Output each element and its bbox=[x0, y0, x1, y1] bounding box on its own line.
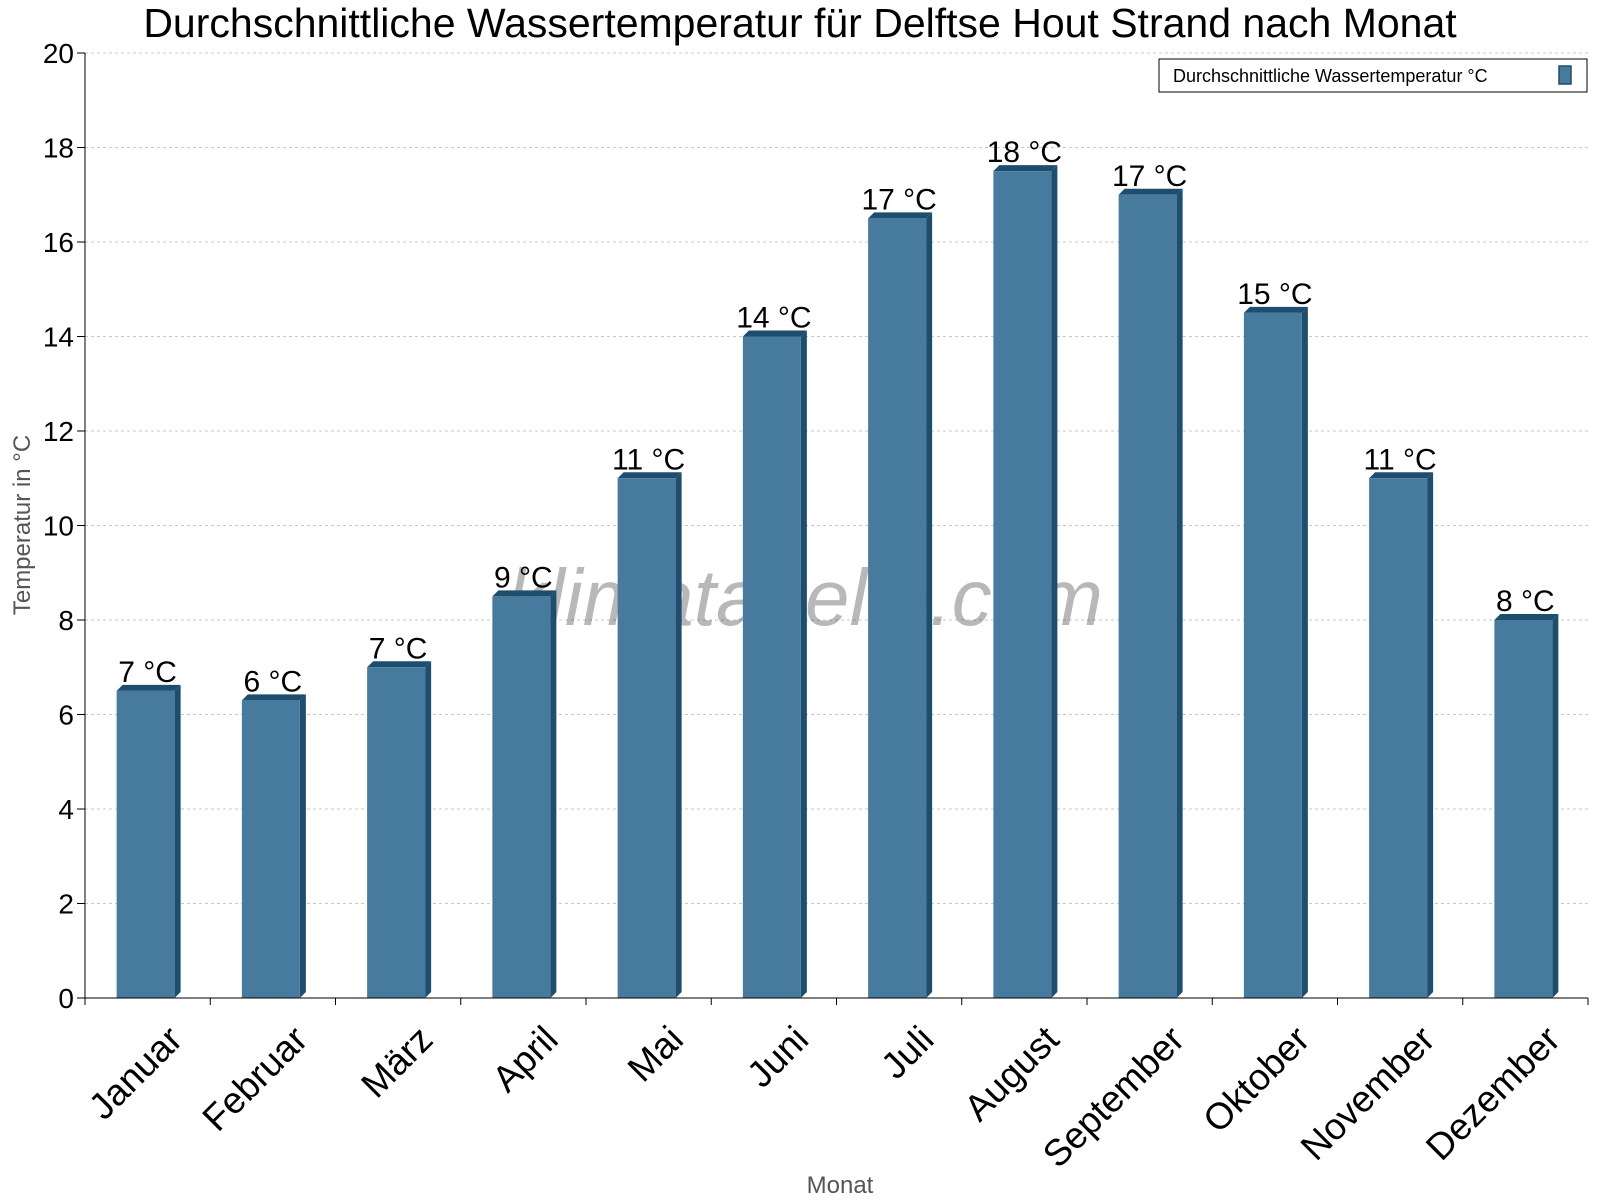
bar-top bbox=[1494, 614, 1559, 620]
bar bbox=[1494, 620, 1553, 998]
bar-side bbox=[425, 661, 432, 998]
bar-group bbox=[116, 684, 181, 998]
bar-group bbox=[492, 590, 557, 998]
data-label: 6 °C bbox=[244, 665, 303, 698]
bar-side bbox=[550, 590, 557, 998]
bar-group bbox=[742, 330, 807, 998]
bar-side bbox=[1301, 306, 1308, 998]
bar-top bbox=[1243, 306, 1308, 313]
bar bbox=[742, 336, 801, 998]
bar-side bbox=[1176, 188, 1183, 998]
bar-top bbox=[993, 165, 1058, 172]
x-tick-label: Mai bbox=[620, 1018, 691, 1089]
bar-side bbox=[1427, 472, 1434, 998]
y-tick-label: 0 bbox=[58, 983, 74, 1014]
data-label: 18 °C bbox=[987, 136, 1062, 169]
bar-group bbox=[1369, 472, 1434, 998]
bars bbox=[116, 165, 1559, 998]
bar-top bbox=[1369, 472, 1434, 479]
x-tick-label: Januar bbox=[81, 1018, 190, 1127]
bar-side bbox=[174, 684, 181, 998]
bar-group bbox=[367, 661, 432, 998]
data-label: 9 °C bbox=[494, 561, 553, 594]
data-label: 11 °C bbox=[1364, 443, 1437, 476]
y-axis-title: Temperatur in °C bbox=[9, 435, 36, 615]
bar-top bbox=[1118, 188, 1183, 195]
bar bbox=[492, 596, 551, 998]
bar-top bbox=[116, 684, 181, 691]
data-label: 7 °C bbox=[118, 656, 177, 689]
legend: Durchschnittliche Wassertemperatur °C bbox=[1158, 58, 1588, 93]
x-tick-label: April bbox=[484, 1018, 565, 1099]
bar-side bbox=[1552, 614, 1559, 998]
bar bbox=[1118, 194, 1177, 998]
bar-top bbox=[367, 661, 432, 668]
bar bbox=[1243, 312, 1302, 998]
bar-group bbox=[241, 694, 306, 998]
bar-side bbox=[800, 330, 807, 998]
bar-side bbox=[299, 694, 306, 998]
data-label: 15 °C bbox=[1237, 278, 1312, 311]
data-label: 11 °C bbox=[612, 443, 685, 476]
bar bbox=[241, 700, 300, 998]
data-label: 17 °C bbox=[1112, 160, 1187, 193]
y-tick-label: 8 bbox=[58, 605, 74, 636]
legend-box bbox=[1158, 58, 1588, 93]
bar bbox=[116, 690, 175, 998]
bar-top bbox=[617, 472, 682, 479]
x-tick-label: Februar bbox=[195, 1018, 316, 1139]
bar bbox=[367, 667, 426, 998]
legend-swatch bbox=[1558, 65, 1572, 85]
data-label: 17 °C bbox=[861, 183, 936, 216]
bar bbox=[1369, 478, 1428, 998]
bar-side bbox=[675, 472, 682, 998]
bar-group bbox=[1494, 614, 1559, 998]
x-tick-label: August bbox=[956, 1018, 1067, 1129]
y-tick-label: 10 bbox=[43, 511, 74, 542]
data-label: 14 °C bbox=[736, 302, 811, 335]
grid-lines bbox=[85, 52, 1588, 904]
x-tick-label: Juli bbox=[873, 1018, 941, 1086]
chart-title: Durchschnittliche Wassertemperatur für D… bbox=[143, 0, 1457, 46]
bar-top bbox=[241, 694, 306, 701]
bar-top bbox=[742, 330, 807, 337]
bar-top bbox=[492, 590, 557, 597]
x-tick-label: Oktober bbox=[1195, 1018, 1317, 1140]
bar-group bbox=[1118, 188, 1183, 998]
x-tick-label: Juni bbox=[739, 1018, 816, 1095]
bar-side bbox=[1051, 165, 1058, 998]
bar bbox=[617, 478, 676, 998]
bar-group bbox=[1243, 306, 1308, 998]
y-tick-label: 2 bbox=[58, 889, 74, 920]
bar-group bbox=[993, 165, 1058, 998]
x-axis-title: Monat bbox=[807, 1172, 874, 1199]
legend-label: Durchschnittliche Wassertemperatur °C bbox=[1173, 66, 1488, 86]
x-tick-label: März bbox=[353, 1018, 440, 1105]
y-tick-label: 16 bbox=[43, 227, 74, 258]
bar-group bbox=[617, 472, 682, 998]
bar-side bbox=[926, 212, 933, 998]
bar bbox=[993, 171, 1052, 998]
y-tick-label: 12 bbox=[43, 416, 74, 447]
bar bbox=[868, 218, 927, 998]
bar-group bbox=[868, 212, 933, 998]
data-label: 7 °C bbox=[369, 632, 428, 665]
y-tick-label: 6 bbox=[58, 700, 74, 731]
x-tick-label: November bbox=[1293, 1018, 1443, 1168]
y-tick-label: 14 bbox=[43, 322, 74, 353]
y-tick-label: 18 bbox=[43, 133, 74, 164]
y-tick-label: 20 bbox=[43, 38, 74, 69]
data-label: 8 °C bbox=[1496, 585, 1555, 618]
bar-top bbox=[868, 212, 933, 219]
x-tick-label: Dezember bbox=[1418, 1018, 1568, 1168]
y-tick-label: 4 bbox=[58, 794, 74, 825]
data-labels: 7 °C 6 °C 7 °C 9 °C 11 °C 14 °C 17 °C 18 °C 17 °… bbox=[118, 136, 1554, 698]
